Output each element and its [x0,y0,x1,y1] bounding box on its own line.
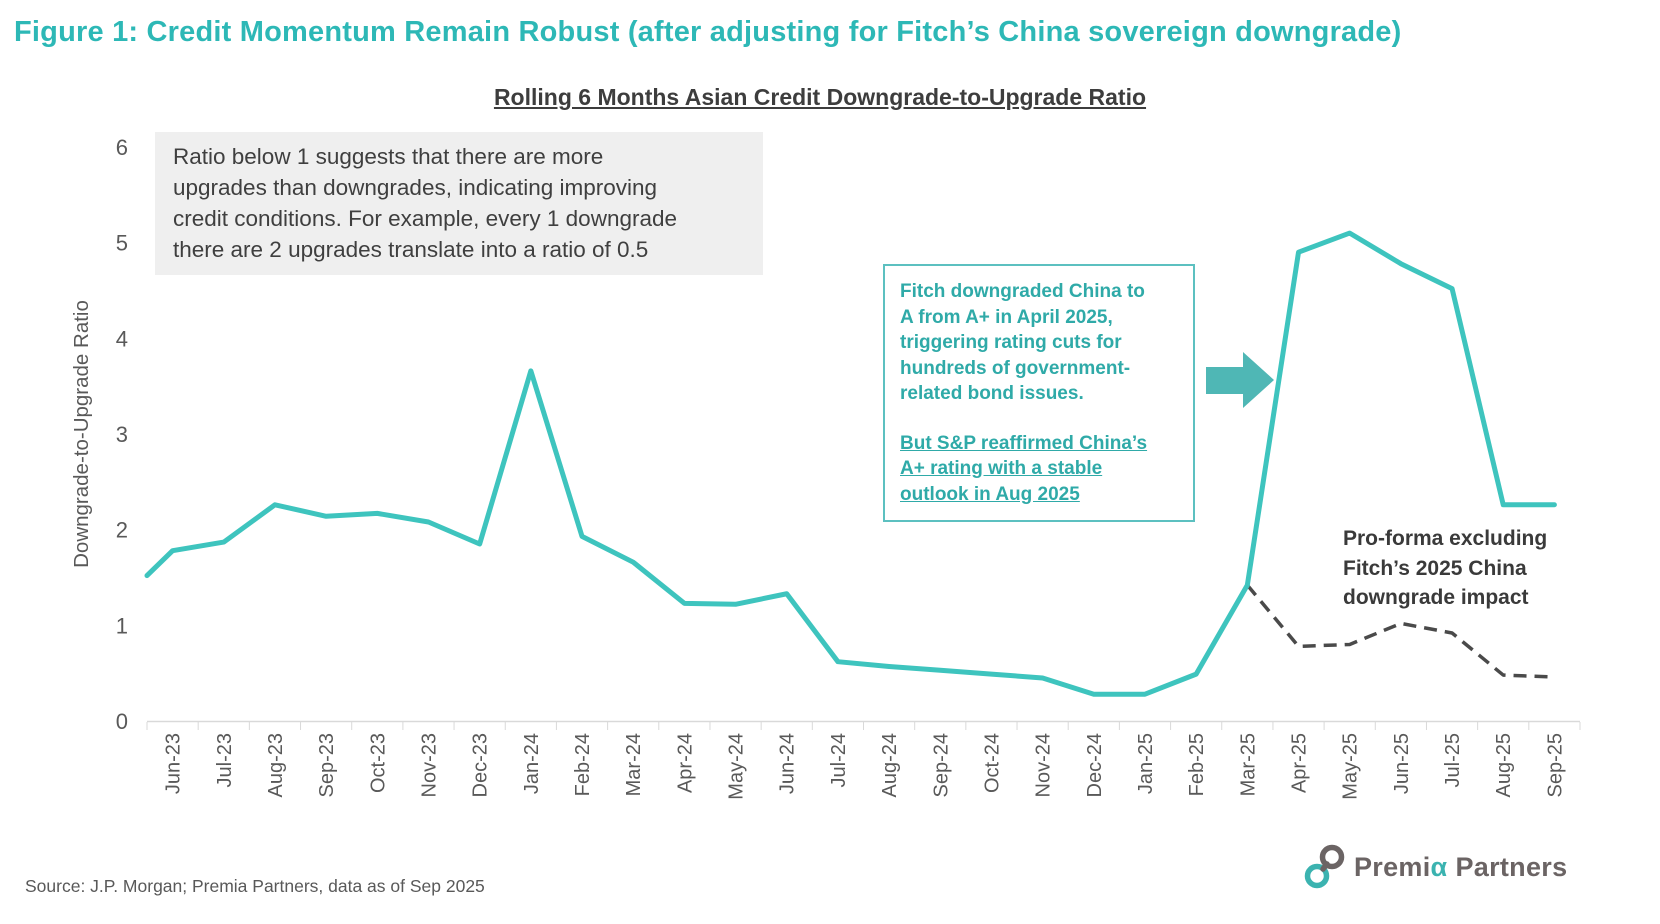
x-axis-tick-label: Jan-25 [1135,733,1157,794]
x-axis-tick-label: Jul-25 [1442,733,1464,787]
proforma-line: downgrade impact [1343,586,1529,609]
ratio-explainer-text: Ratio below 1 suggests that there are mo… [173,141,745,265]
callout-line: triggering rating cuts for [900,332,1122,353]
premia-logo-text: Premiα Partners [1354,852,1567,883]
x-axis-tick-label: May-24 [726,733,748,800]
x-axis-tick-label: Nov-23 [418,733,440,797]
x-axis-tick-label: Jun-23 [163,733,185,794]
callout-line: A from A+ in April 2025, [900,306,1113,328]
x-axis-tick-label: Jul-23 [214,733,236,787]
x-axis-tick-label: Aug-25 [1493,733,1515,798]
callout-paragraph-gap [900,407,1178,431]
x-axis-tick-label: Feb-24 [572,733,594,796]
logo-text-partners: Partners [1455,851,1568,882]
proforma-line: Fitch’s 2025 China [1343,556,1527,580]
logo-text-premi: Premi [1354,851,1431,882]
y-axis-tick-label: 0 [116,709,128,734]
y-axis-tick-label: 1 [116,613,128,638]
ratio-explainer-box: Ratio below 1 suggests that there are mo… [155,132,763,275]
y-axis-tick-label: 2 [116,518,128,543]
x-axis-tick-label: Jun-24 [777,733,799,794]
ratio-line [144,230,1557,697]
callout-line: related bond issues. [900,383,1084,404]
x-axis-tick-label: Mar-24 [623,733,645,796]
explainer-line: credit conditions. For example, every 1 … [173,206,678,231]
explainer-line: Ratio below 1 suggests that there are mo… [173,144,604,169]
fitch-callout-box: Fitch downgraded China to A from A+ in Ap… [883,264,1195,522]
sp-reaffirm-paragraph: But S&P reaffirmed China’s A+ rating with… [900,431,1178,508]
x-axis-tick-label: Oct-23 [367,733,389,793]
y-axis-tick-label: 4 [116,326,128,351]
x-axis-tick-label: Sep-25 [1544,733,1566,798]
y-axis-tick-label: 6 [116,135,128,160]
x-axis-tick-label: Apr-25 [1289,733,1311,793]
x-axis-tick-label: Mar-25 [1237,733,1259,796]
x-axis-tick-label: Oct-24 [981,733,1003,793]
callout-line: outlook in Aug 2025 [900,483,1080,505]
y-axis-labels: 0 1 2 3 4 5 6 [116,135,128,734]
premia-logo-icon [1304,844,1345,889]
x-axis-tick-label: Jan-24 [521,733,543,794]
x-axis-tick-label: Sep-24 [930,733,952,798]
chart-title: Rolling 6 Months Asian Credit Downgrade-… [493,84,1147,110]
x-axis-labels: Jun-23 Jul-23 Aug-23 Sep-23 Oct-23 Nov-23 Dec-… [163,733,1567,800]
x-axis-tick-label: Sep-23 [316,733,338,798]
proforma-line: Pro-forma excluding [1343,527,1548,550]
x-axis-tick-label: May-25 [1340,733,1362,800]
source-note: Source: J.P. Morgan; Premia Partners, da… [25,876,485,896]
premia-partners-logo: Premiα Partners [1303,843,1567,891]
fitch-downgrade-paragraph: Fitch downgraded China to A from A+ in Ap… [900,279,1178,407]
y-axis-tick-label: 3 [116,422,128,447]
proforma-dashed-line [1245,584,1555,679]
callout-line: But S&P reaffirmed China’s [900,432,1148,454]
x-axis-tick-label: Dec-23 [470,733,492,797]
logo-text-alpha: α [1430,851,1448,882]
x-axis-tick-label: Jun-25 [1391,733,1413,794]
x-axis-tick-label: Apr-24 [674,733,696,793]
x-axis-tick-label: Nov-24 [1033,733,1055,797]
x-axis-ticks [146,722,1581,730]
callout-line: Fitch downgraded China to [900,281,1145,302]
y-axis-title: Downgrade-to-Upgrade Ratio [70,300,93,568]
figure-title: Figure 1: Credit Momentum Remain Robust … [14,16,1402,48]
x-axis-tick-label: Jul-24 [828,733,850,787]
callout-line: hundreds of government- [900,357,1131,379]
x-axis-tick-label: Aug-23 [265,733,287,798]
y-axis-tick-label: 5 [116,231,128,256]
callout-arrow-icon [1206,352,1274,408]
explainer-line: upgrades than downgrades, indicating imp… [173,175,658,200]
x-axis-tick-label: Feb-25 [1186,733,1208,796]
callout-line: A+ rating with a stable [900,458,1103,479]
x-axis-tick-label: Aug-24 [879,733,901,798]
explainer-line: there are 2 upgrades translate into a ra… [173,237,649,262]
x-axis-tick-label: Dec-24 [1084,733,1106,797]
proforma-series-label: Pro-forma excluding Fitch’s 2025 China dow… [1343,524,1547,613]
